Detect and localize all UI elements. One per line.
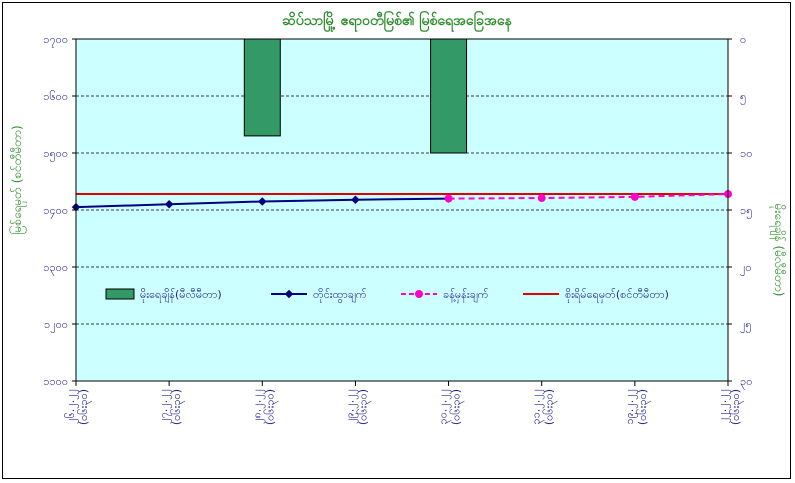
legend-label: စိုးရိမ်ရေမှတ်(စင်တီမီတာ) bbox=[565, 288, 669, 303]
y-left-tick-label: ၁၂၀၀ bbox=[44, 318, 68, 333]
x-tick-time: (၀၆း၃၀) bbox=[543, 389, 558, 425]
x-tick-time: (၀၆း၃၀) bbox=[729, 389, 744, 425]
legend-marker bbox=[284, 289, 294, 299]
x-tick-time: (၀၆း၃၀) bbox=[636, 389, 651, 425]
legend-label: တိုင်းထွာချက် bbox=[313, 288, 367, 303]
y-left-tick-label: ၁၁၀၀ bbox=[43, 375, 68, 388]
x-tick-label: ၂၈.၂.၂၂ (၀၆း၃၀) bbox=[250, 389, 278, 425]
rainfall-bars bbox=[243, 38, 468, 154]
x-tick-label: ၂၆.၂.၂၂ (၀၆း၃၀) bbox=[64, 389, 92, 425]
rainfall-bar bbox=[430, 38, 468, 154]
x-tick-label: ၁၉.၂.၂၂ (၀၆း၃၀) bbox=[623, 389, 651, 425]
y-right-tick-label: ၂၀ bbox=[740, 261, 752, 276]
y-left-tick-label: ၁၄၀၀ bbox=[43, 204, 68, 219]
observed-point bbox=[164, 200, 174, 209]
observed-point bbox=[258, 197, 267, 206]
legend: မိုးရေချိန်(မီလီမီတာ) တိုင်းထွာချက် ခန့်မှ… bbox=[105, 288, 669, 303]
chart-title: ဆိပ်သာမြို့ ဧရာဝတီမြစ်၏ မြစ်ရေအခြေအနေ bbox=[282, 11, 512, 32]
chart-svg: ဆိပ်သာမြို့ ဧရာဝတီမြစ်၏ မြစ်ရေအခြေအနေ ၁၇… bbox=[8, 11, 787, 425]
legend-marker bbox=[415, 290, 423, 298]
x-tick-date: ၂၇.၂.၂၂ bbox=[157, 389, 172, 424]
legend-label: ခန့်မှန်းချက် bbox=[443, 288, 489, 303]
x-tick-time: (၀၆း၃၀) bbox=[263, 389, 278, 425]
y-right-tick-label: ၀ bbox=[740, 33, 746, 46]
legend-swatch-bar bbox=[105, 288, 135, 300]
x-tick-label: ၃၁.၂.၂၂ (၀၆း၃၀) bbox=[530, 389, 558, 425]
x-tick-date: ၃၀.၂.၂၂ bbox=[437, 389, 452, 425]
x-tick-label: ၃၀.၂.၂၂ (၀၆း၃၀) bbox=[437, 389, 465, 425]
rainfall-bar bbox=[243, 38, 281, 137]
x-tick-time: (၀၆း၃၀) bbox=[450, 389, 465, 425]
x-tick-date: ၃၁.၂.၂၂ bbox=[530, 389, 545, 425]
forecast-point bbox=[630, 192, 639, 201]
x-tick-time: (၀၆း၃၀) bbox=[356, 389, 371, 425]
x-tick-date: ၁၉.၂.၂၂ bbox=[623, 389, 638, 425]
y-right-tick-label: ၅ bbox=[740, 90, 746, 105]
x-tick-label: ၂၇.၂.၂၂ (၀၆း၃၀) bbox=[157, 389, 185, 425]
x-tick-date: ၂၂.၂.၂၂ bbox=[716, 389, 731, 423]
observed-point bbox=[351, 195, 360, 204]
x-tick-label: ၂၉.၂.၂၂ (၀၆း၃၀) bbox=[343, 389, 371, 425]
y-right-tick-label: ၁၅ bbox=[740, 204, 752, 219]
y-right-tick-label: ၃၀ bbox=[740, 375, 752, 390]
x-tick-date: ၂၉.၂.၂၂ bbox=[343, 389, 358, 424]
series-lines bbox=[71, 190, 732, 212]
x-tick-date: ၂၈.၂.၂၂ bbox=[250, 389, 265, 424]
y-axis-left-label: မြစ်ရေမှတ် (စင်တီမီတာ) bbox=[8, 125, 27, 234]
y-axis-right-label: မိုးရေချိန် (မီလီမီတာ) bbox=[769, 204, 787, 297]
y-right-tick-label: ၁၀ bbox=[740, 147, 752, 160]
x-tick-label: ၂၂.၂.၂၂ (၀၆း၃၀) bbox=[716, 389, 744, 425]
y-left-tick-label: ၁၅၀၀ bbox=[43, 147, 68, 162]
y-left-tick-label: ၁၇၀၀ bbox=[43, 33, 68, 48]
gridlines bbox=[76, 95, 728, 325]
legend-label: မိုးရေချိန်(မီလီမီတာ) bbox=[140, 288, 222, 303]
y-left-tick-label: ၁၃၀၀ bbox=[43, 261, 68, 276]
x-tick-time: (၀၆း၃၀) bbox=[77, 389, 92, 425]
forecast-line bbox=[448, 193, 729, 200]
x-tick-date: ၂၆.၂.၂၂ bbox=[64, 389, 79, 424]
forecast-point bbox=[537, 194, 546, 203]
x-tick-time: (၀၆း၃၀) bbox=[170, 389, 185, 425]
y-right-tick-label: ၂၅ bbox=[740, 318, 752, 333]
forecast-point bbox=[444, 194, 453, 203]
y-left-tick-label: ၁၆၀၀ bbox=[43, 90, 68, 103]
